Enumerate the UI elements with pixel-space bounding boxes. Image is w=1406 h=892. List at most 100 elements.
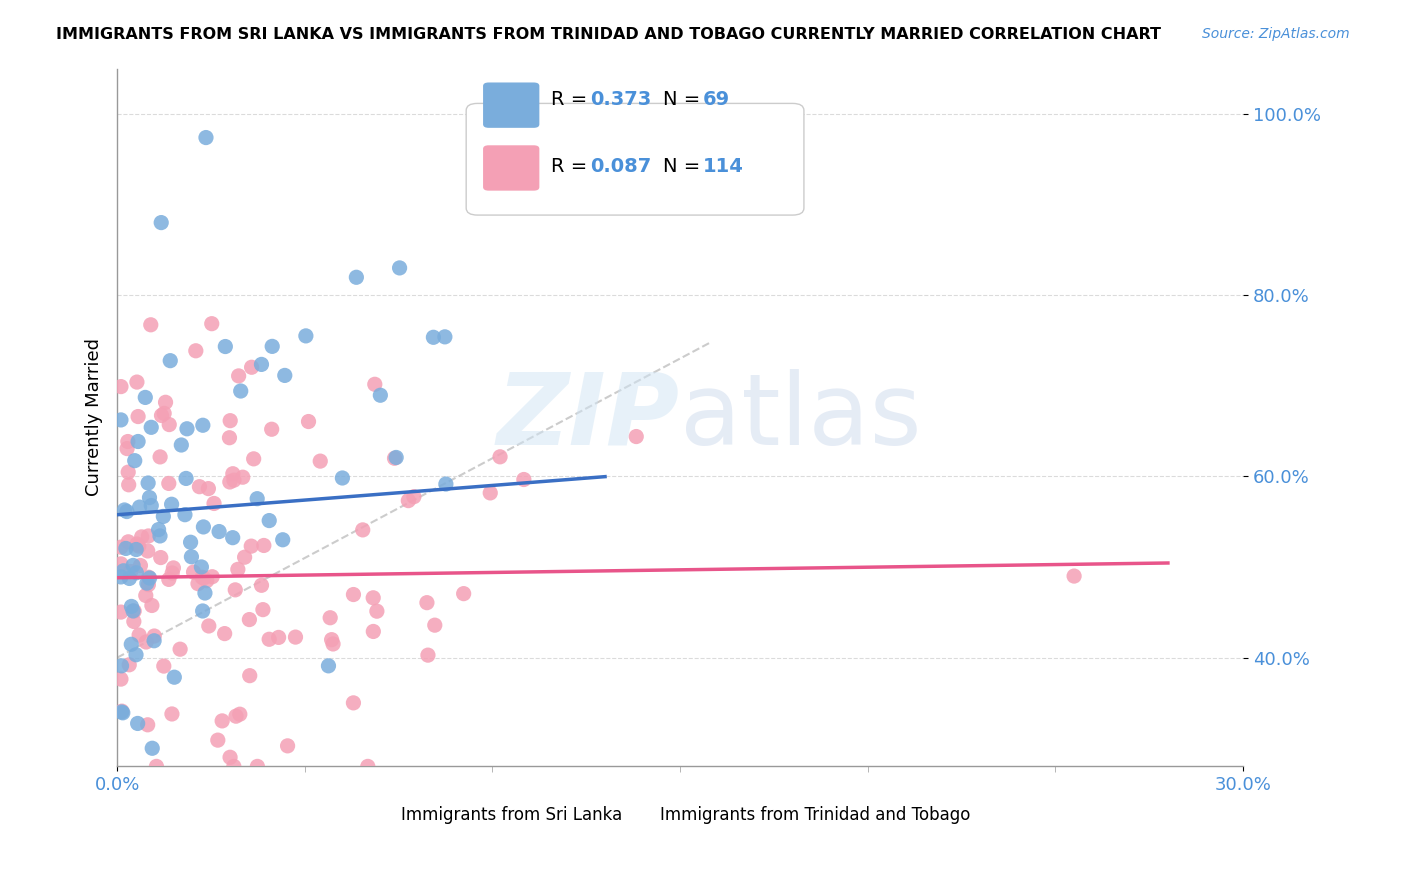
Point — [233, 550, 256, 565]
Point — [190, 560, 212, 574]
Point — [366, 604, 388, 618]
Point — [127, 434, 149, 449]
Point — [357, 759, 380, 773]
Point — [277, 739, 299, 753]
Point — [183, 565, 205, 579]
Point — [257, 514, 280, 528]
Text: N =: N = — [664, 90, 707, 110]
Point — [422, 330, 444, 344]
Point — [120, 599, 142, 614]
Point — [224, 582, 246, 597]
Point — [141, 499, 163, 513]
Point — [402, 490, 425, 504]
Text: 69: 69 — [703, 90, 730, 110]
Point — [198, 619, 221, 633]
Point — [131, 530, 153, 544]
Point — [363, 624, 385, 639]
Point — [274, 368, 297, 383]
Text: Immigrants from Trinidad and Tobago: Immigrants from Trinidad and Tobago — [659, 806, 970, 824]
Point — [180, 549, 202, 564]
Point — [145, 759, 167, 773]
Point — [115, 442, 138, 456]
FancyBboxPatch shape — [744, 801, 779, 831]
Point — [125, 566, 148, 580]
Point — [194, 130, 217, 145]
Point — [364, 377, 387, 392]
Point — [174, 508, 197, 522]
Point — [118, 571, 141, 585]
Point — [122, 558, 145, 573]
Point — [136, 475, 159, 490]
Point — [118, 657, 141, 672]
Point — [352, 523, 374, 537]
Point — [246, 759, 269, 773]
Point — [219, 750, 242, 764]
Text: 0.087: 0.087 — [591, 157, 651, 176]
Point — [226, 562, 249, 576]
Point — [396, 493, 419, 508]
Point — [138, 491, 160, 505]
Point — [110, 413, 132, 427]
Point — [117, 434, 139, 449]
Point — [250, 578, 273, 592]
Text: 114: 114 — [703, 157, 744, 176]
Point — [135, 576, 157, 591]
Point — [162, 561, 184, 575]
Point — [159, 353, 181, 368]
Point — [219, 414, 242, 428]
Point — [229, 384, 252, 398]
Point — [170, 438, 193, 452]
Point — [222, 531, 245, 545]
Point — [246, 491, 269, 506]
Point — [149, 550, 172, 565]
Point — [225, 709, 247, 723]
Point — [453, 587, 475, 601]
Point — [191, 604, 214, 618]
Point — [208, 524, 231, 539]
Point — [127, 716, 149, 731]
Point — [111, 705, 134, 719]
Point — [117, 465, 139, 479]
Point — [188, 480, 211, 494]
Point — [489, 450, 512, 464]
Point — [195, 574, 218, 588]
Point — [218, 431, 240, 445]
Point — [433, 330, 456, 344]
Point — [115, 504, 138, 518]
FancyBboxPatch shape — [440, 801, 475, 831]
Point — [128, 628, 150, 642]
Point — [162, 566, 184, 580]
Point — [124, 453, 146, 467]
Point — [115, 541, 138, 556]
Point — [138, 529, 160, 543]
Point — [160, 706, 183, 721]
Point — [479, 486, 502, 500]
Point — [118, 477, 141, 491]
Point — [626, 429, 648, 443]
Point — [361, 591, 384, 605]
Point — [143, 633, 166, 648]
Point — [242, 451, 264, 466]
Point — [112, 564, 135, 578]
Point — [157, 476, 180, 491]
Point — [111, 706, 134, 720]
Point — [127, 409, 149, 424]
Point — [322, 637, 344, 651]
Text: Immigrants from Sri Lanka: Immigrants from Sri Lanka — [401, 806, 621, 824]
Point — [114, 503, 136, 517]
Point — [423, 618, 446, 632]
Point — [214, 339, 236, 353]
Point — [134, 391, 156, 405]
Point — [141, 599, 163, 613]
Point — [318, 658, 340, 673]
Point — [271, 533, 294, 547]
Point — [157, 573, 180, 587]
Point — [239, 668, 262, 682]
Point — [193, 571, 215, 585]
Point — [148, 523, 170, 537]
Point — [257, 632, 280, 647]
Point — [150, 409, 173, 423]
Point — [222, 473, 245, 487]
Point — [117, 534, 139, 549]
Point — [152, 509, 174, 524]
